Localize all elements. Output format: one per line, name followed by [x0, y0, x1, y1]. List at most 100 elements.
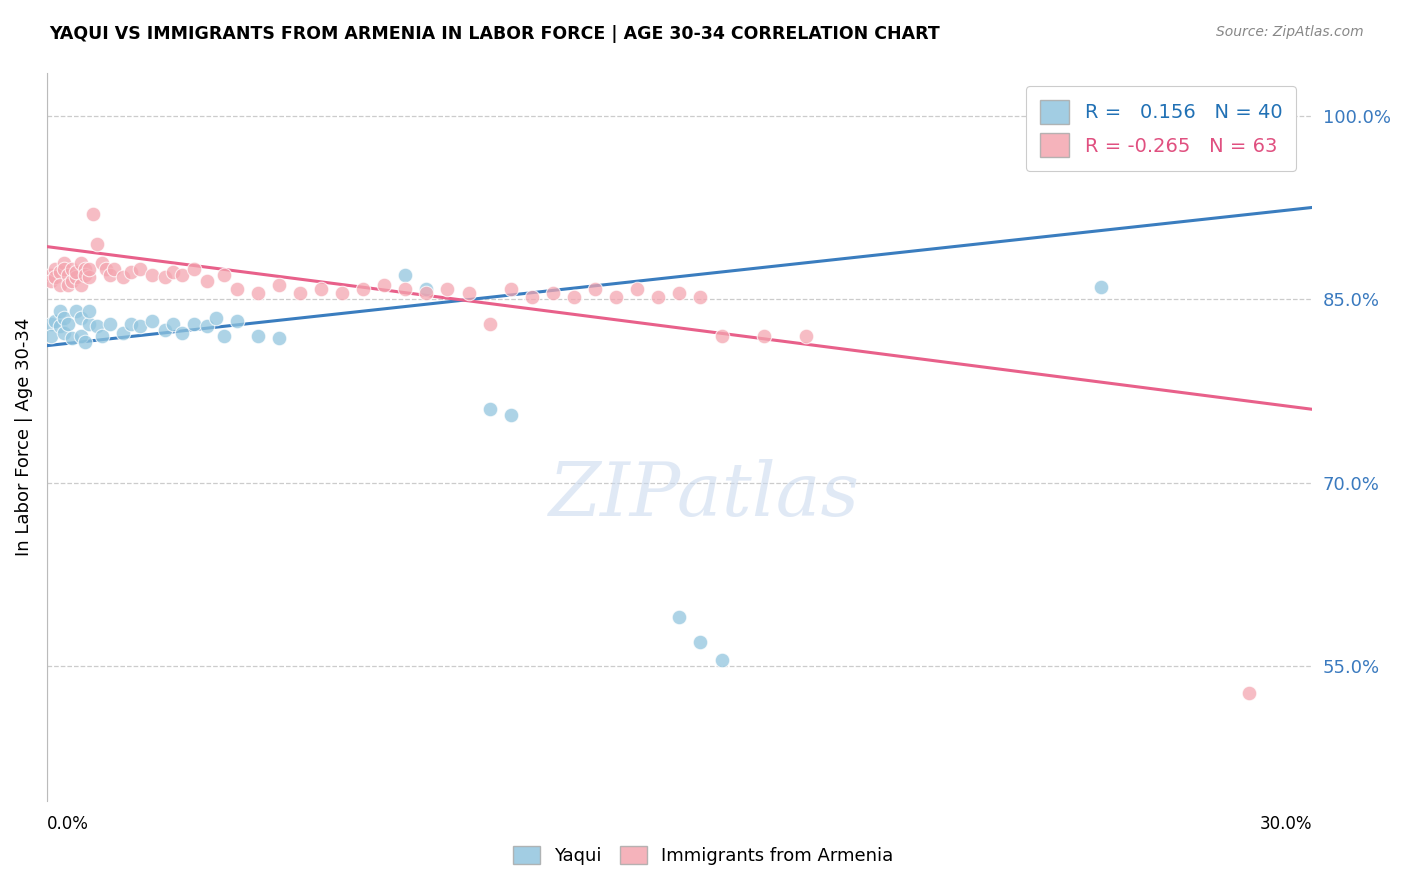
Point: [394, 282, 416, 296]
Point: [48, 304, 70, 318]
Point: [98, 268, 121, 282]
Point: [225, 282, 247, 296]
Point: [69, 277, 91, 292]
Point: [153, 270, 176, 285]
Point: [60, 274, 83, 288]
Point: [626, 282, 648, 296]
Point: [44, 314, 66, 328]
Point: [170, 268, 193, 282]
Point: [73, 268, 96, 282]
Y-axis label: In Labor Force | Age 30-34: In Labor Force | Age 30-34: [15, 318, 32, 556]
Point: [65, 270, 87, 285]
Point: [710, 329, 733, 343]
Point: [141, 268, 163, 282]
Point: [77, 317, 100, 331]
Text: Source: ZipAtlas.com: Source: ZipAtlas.com: [1216, 25, 1364, 39]
Point: [111, 270, 134, 285]
Text: 0.0%: 0.0%: [46, 815, 89, 833]
Point: [52, 310, 75, 325]
Point: [69, 310, 91, 325]
Point: [267, 277, 290, 292]
Point: [647, 290, 669, 304]
Point: [48, 277, 70, 292]
Point: [499, 409, 522, 423]
Point: [69, 255, 91, 269]
Point: [415, 286, 437, 301]
Point: [56, 268, 79, 282]
Point: [352, 282, 374, 296]
Point: [394, 268, 416, 282]
Point: [103, 261, 125, 276]
Point: [162, 317, 184, 331]
Point: [1237, 686, 1260, 700]
Point: [183, 317, 205, 331]
Point: [120, 265, 142, 279]
Point: [478, 402, 501, 417]
Point: [44, 270, 66, 285]
Point: [541, 286, 564, 301]
Point: [204, 310, 226, 325]
Point: [73, 261, 96, 276]
Point: [668, 610, 690, 624]
Point: [436, 282, 458, 296]
Point: [39, 274, 62, 288]
Point: [562, 290, 585, 304]
Point: [330, 286, 353, 301]
Point: [128, 319, 150, 334]
Point: [128, 261, 150, 276]
Point: [60, 331, 83, 345]
Point: [710, 653, 733, 667]
Point: [98, 317, 121, 331]
Point: [583, 282, 606, 296]
Point: [52, 255, 75, 269]
Point: [65, 265, 87, 279]
Point: [111, 326, 134, 341]
Point: [183, 261, 205, 276]
Text: ZIPatlas: ZIPatlas: [550, 458, 860, 532]
Point: [48, 319, 70, 334]
Point: [39, 317, 62, 331]
Point: [120, 317, 142, 331]
Point: [56, 317, 79, 331]
Point: [56, 277, 79, 292]
Text: YAQUI VS IMMIGRANTS FROM ARMENIA IN LABOR FORCE | AGE 30-34 CORRELATION CHART: YAQUI VS IMMIGRANTS FROM ARMENIA IN LABO…: [49, 25, 941, 43]
Legend: Yaqui, Immigrants from Armenia: Yaqui, Immigrants from Armenia: [503, 837, 903, 874]
Point: [52, 326, 75, 341]
Point: [373, 277, 395, 292]
Point: [309, 282, 332, 296]
Point: [752, 329, 775, 343]
Point: [605, 290, 627, 304]
Point: [246, 329, 269, 343]
Point: [94, 261, 117, 276]
Point: [499, 282, 522, 296]
Point: [225, 314, 247, 328]
Point: [141, 314, 163, 328]
Point: [86, 319, 108, 334]
Point: [267, 331, 290, 345]
Point: [195, 274, 218, 288]
Point: [478, 317, 501, 331]
Point: [415, 282, 437, 296]
Point: [195, 319, 218, 334]
Point: [44, 261, 66, 276]
Point: [668, 286, 690, 301]
Point: [794, 329, 817, 343]
Point: [212, 268, 235, 282]
Point: [170, 326, 193, 341]
Point: [212, 329, 235, 343]
Point: [82, 206, 104, 220]
Point: [153, 323, 176, 337]
Point: [65, 304, 87, 318]
Point: [288, 286, 311, 301]
Point: [39, 268, 62, 282]
Point: [48, 265, 70, 279]
Point: [90, 255, 112, 269]
Point: [162, 265, 184, 279]
Point: [1090, 280, 1112, 294]
Point: [60, 261, 83, 276]
Point: [246, 286, 269, 301]
Point: [77, 270, 100, 285]
Point: [39, 329, 62, 343]
Point: [689, 634, 711, 648]
Point: [86, 237, 108, 252]
